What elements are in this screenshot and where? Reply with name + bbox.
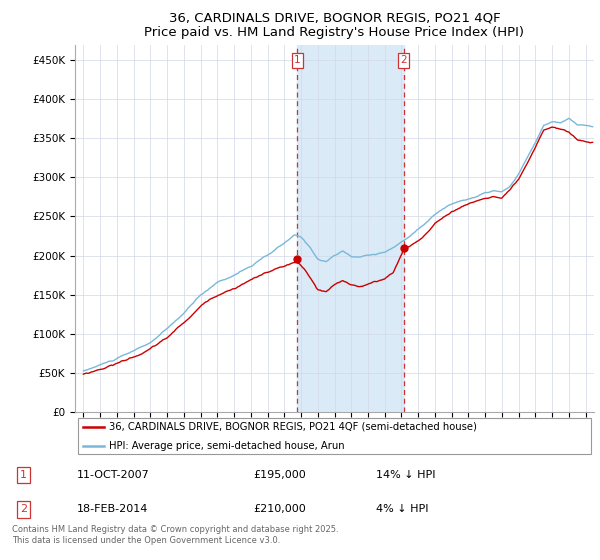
Text: 1: 1: [20, 470, 27, 480]
Text: 18-FEB-2014: 18-FEB-2014: [77, 505, 148, 515]
Text: 2: 2: [400, 55, 407, 66]
Text: Contains HM Land Registry data © Crown copyright and database right 2025.
This d: Contains HM Land Registry data © Crown c…: [12, 525, 338, 545]
Text: £195,000: £195,000: [253, 470, 306, 480]
Title: 36, CARDINALS DRIVE, BOGNOR REGIS, PO21 4QF
Price paid vs. HM Land Registry's Ho: 36, CARDINALS DRIVE, BOGNOR REGIS, PO21 …: [145, 11, 524, 39]
Text: £210,000: £210,000: [253, 505, 306, 515]
Text: HPI: Average price, semi-detached house, Arun: HPI: Average price, semi-detached house,…: [109, 441, 344, 450]
Text: 2: 2: [20, 505, 27, 515]
Text: 11-OCT-2007: 11-OCT-2007: [77, 470, 149, 480]
Text: 36, CARDINALS DRIVE, BOGNOR REGIS, PO21 4QF (semi-detached house): 36, CARDINALS DRIVE, BOGNOR REGIS, PO21 …: [109, 422, 476, 432]
FancyBboxPatch shape: [77, 418, 592, 454]
Bar: [298, 45, 404, 412]
Text: 14% ↓ HPI: 14% ↓ HPI: [376, 470, 436, 480]
Text: 4% ↓ HPI: 4% ↓ HPI: [376, 505, 429, 515]
Text: 1: 1: [294, 55, 301, 66]
